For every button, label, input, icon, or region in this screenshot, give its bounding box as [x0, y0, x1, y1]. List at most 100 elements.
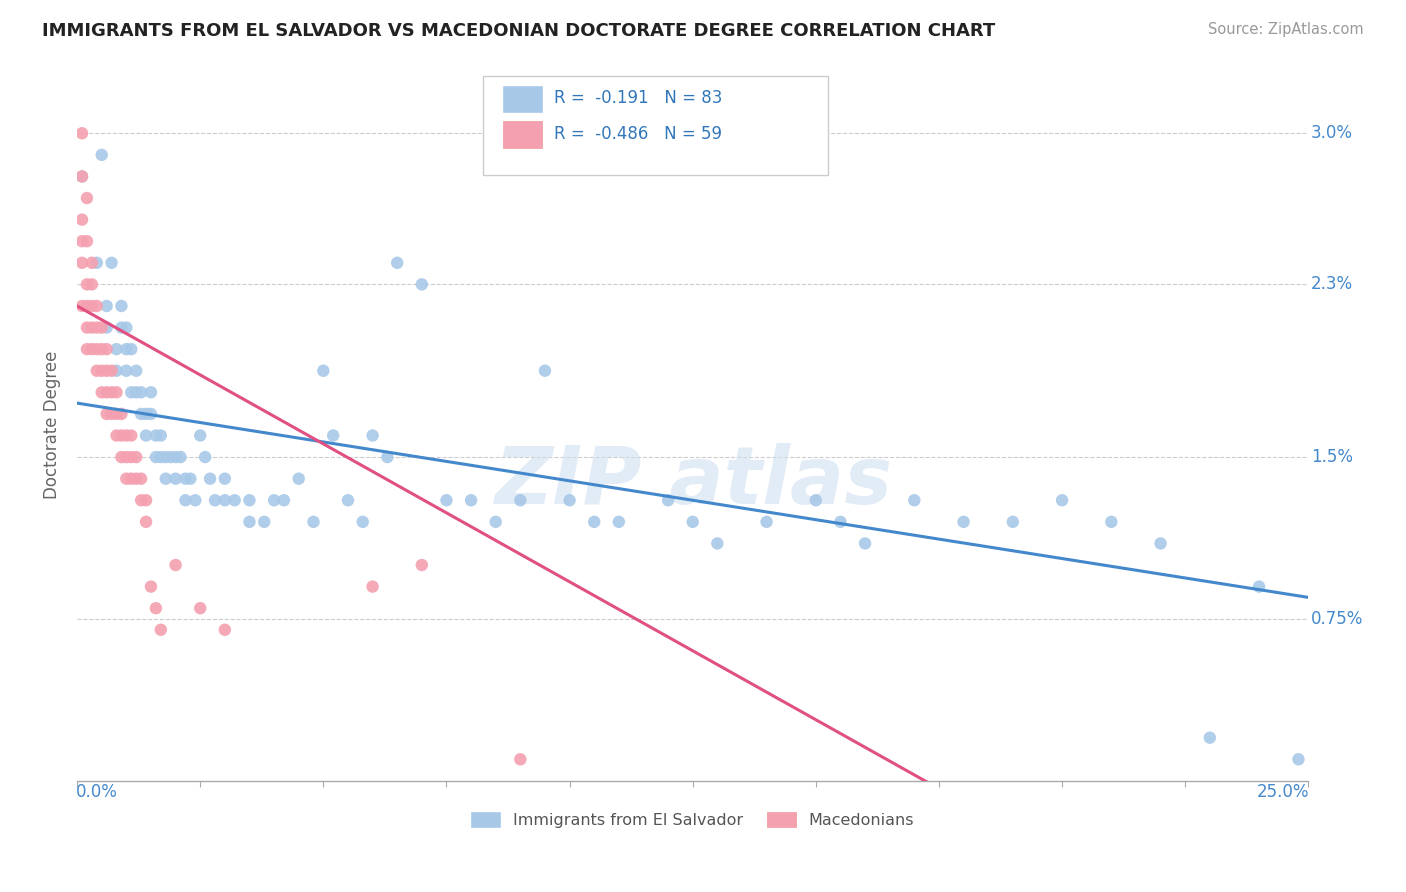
Point	[135, 428, 157, 442]
Point	[129, 472, 152, 486]
Text: 25.0%: 25.0%	[1257, 783, 1309, 801]
Point	[804, 493, 827, 508]
Point	[115, 320, 138, 334]
Point	[90, 385, 112, 400]
Text: 0.0%: 0.0%	[76, 783, 118, 801]
Point	[145, 450, 167, 464]
Point	[214, 472, 236, 486]
Y-axis label: Doctorate Degree: Doctorate Degree	[44, 351, 60, 499]
Point	[86, 342, 108, 356]
Point	[105, 428, 128, 442]
Point	[1001, 515, 1024, 529]
Point	[105, 407, 128, 421]
Point	[198, 472, 221, 486]
Point	[853, 536, 876, 550]
Point	[1249, 580, 1271, 594]
Text: R =  -0.486   N = 59: R = -0.486 N = 59	[554, 125, 721, 143]
Point	[125, 385, 148, 400]
Point	[100, 256, 122, 270]
Point	[135, 407, 157, 421]
Point	[165, 450, 187, 464]
Point	[238, 493, 260, 508]
Point	[70, 126, 93, 140]
Point	[460, 493, 482, 508]
Point	[76, 191, 98, 205]
Point	[80, 277, 103, 292]
Point	[830, 515, 852, 529]
Point	[509, 493, 531, 508]
Point	[657, 493, 679, 508]
Point	[174, 493, 197, 508]
Point	[129, 493, 152, 508]
FancyBboxPatch shape	[484, 76, 828, 176]
Point	[115, 472, 138, 486]
Point	[120, 385, 142, 400]
Point	[204, 493, 226, 508]
Point	[139, 385, 162, 400]
Point	[145, 601, 167, 615]
Point	[86, 320, 108, 334]
Point	[120, 342, 142, 356]
Point	[120, 450, 142, 464]
Point	[80, 299, 103, 313]
Point	[1050, 493, 1073, 508]
Point	[558, 493, 581, 508]
Point	[110, 299, 132, 313]
Point	[273, 493, 295, 508]
Point	[903, 493, 925, 508]
Point	[165, 472, 187, 486]
Point	[534, 364, 557, 378]
Point	[155, 450, 177, 464]
Point	[110, 450, 132, 464]
Point	[86, 299, 108, 313]
Point	[96, 320, 118, 334]
Point	[70, 234, 93, 248]
Point	[105, 385, 128, 400]
Point	[149, 428, 172, 442]
Point	[485, 515, 508, 529]
Point	[155, 472, 177, 486]
Point	[70, 256, 93, 270]
Point	[96, 407, 118, 421]
Point	[188, 428, 211, 442]
Point	[115, 450, 138, 464]
Point	[238, 515, 260, 529]
Point	[70, 169, 93, 184]
Point	[174, 472, 197, 486]
Point	[145, 428, 167, 442]
Point	[100, 407, 122, 421]
Point	[184, 493, 207, 508]
Point	[411, 558, 433, 572]
Point	[165, 558, 187, 572]
Point	[110, 320, 132, 334]
Point	[90, 364, 112, 378]
Point	[76, 320, 98, 334]
Point	[411, 277, 433, 292]
Point	[188, 601, 211, 615]
Point	[70, 299, 93, 313]
Point	[135, 493, 157, 508]
Point	[70, 212, 93, 227]
Point	[96, 342, 118, 356]
Point	[70, 169, 93, 184]
Point	[139, 407, 162, 421]
Point	[1198, 731, 1220, 745]
Point	[287, 472, 309, 486]
Point	[149, 450, 172, 464]
Point	[100, 364, 122, 378]
Point	[706, 536, 728, 550]
Point	[194, 450, 217, 464]
Point	[149, 623, 172, 637]
Point	[214, 623, 236, 637]
Point	[139, 580, 162, 594]
Point	[76, 299, 98, 313]
FancyBboxPatch shape	[503, 86, 543, 112]
Point	[361, 580, 384, 594]
Point	[129, 407, 152, 421]
Point	[80, 320, 103, 334]
Point	[583, 515, 606, 529]
Point	[169, 450, 191, 464]
Point	[125, 364, 148, 378]
Point	[952, 515, 974, 529]
Point	[115, 342, 138, 356]
